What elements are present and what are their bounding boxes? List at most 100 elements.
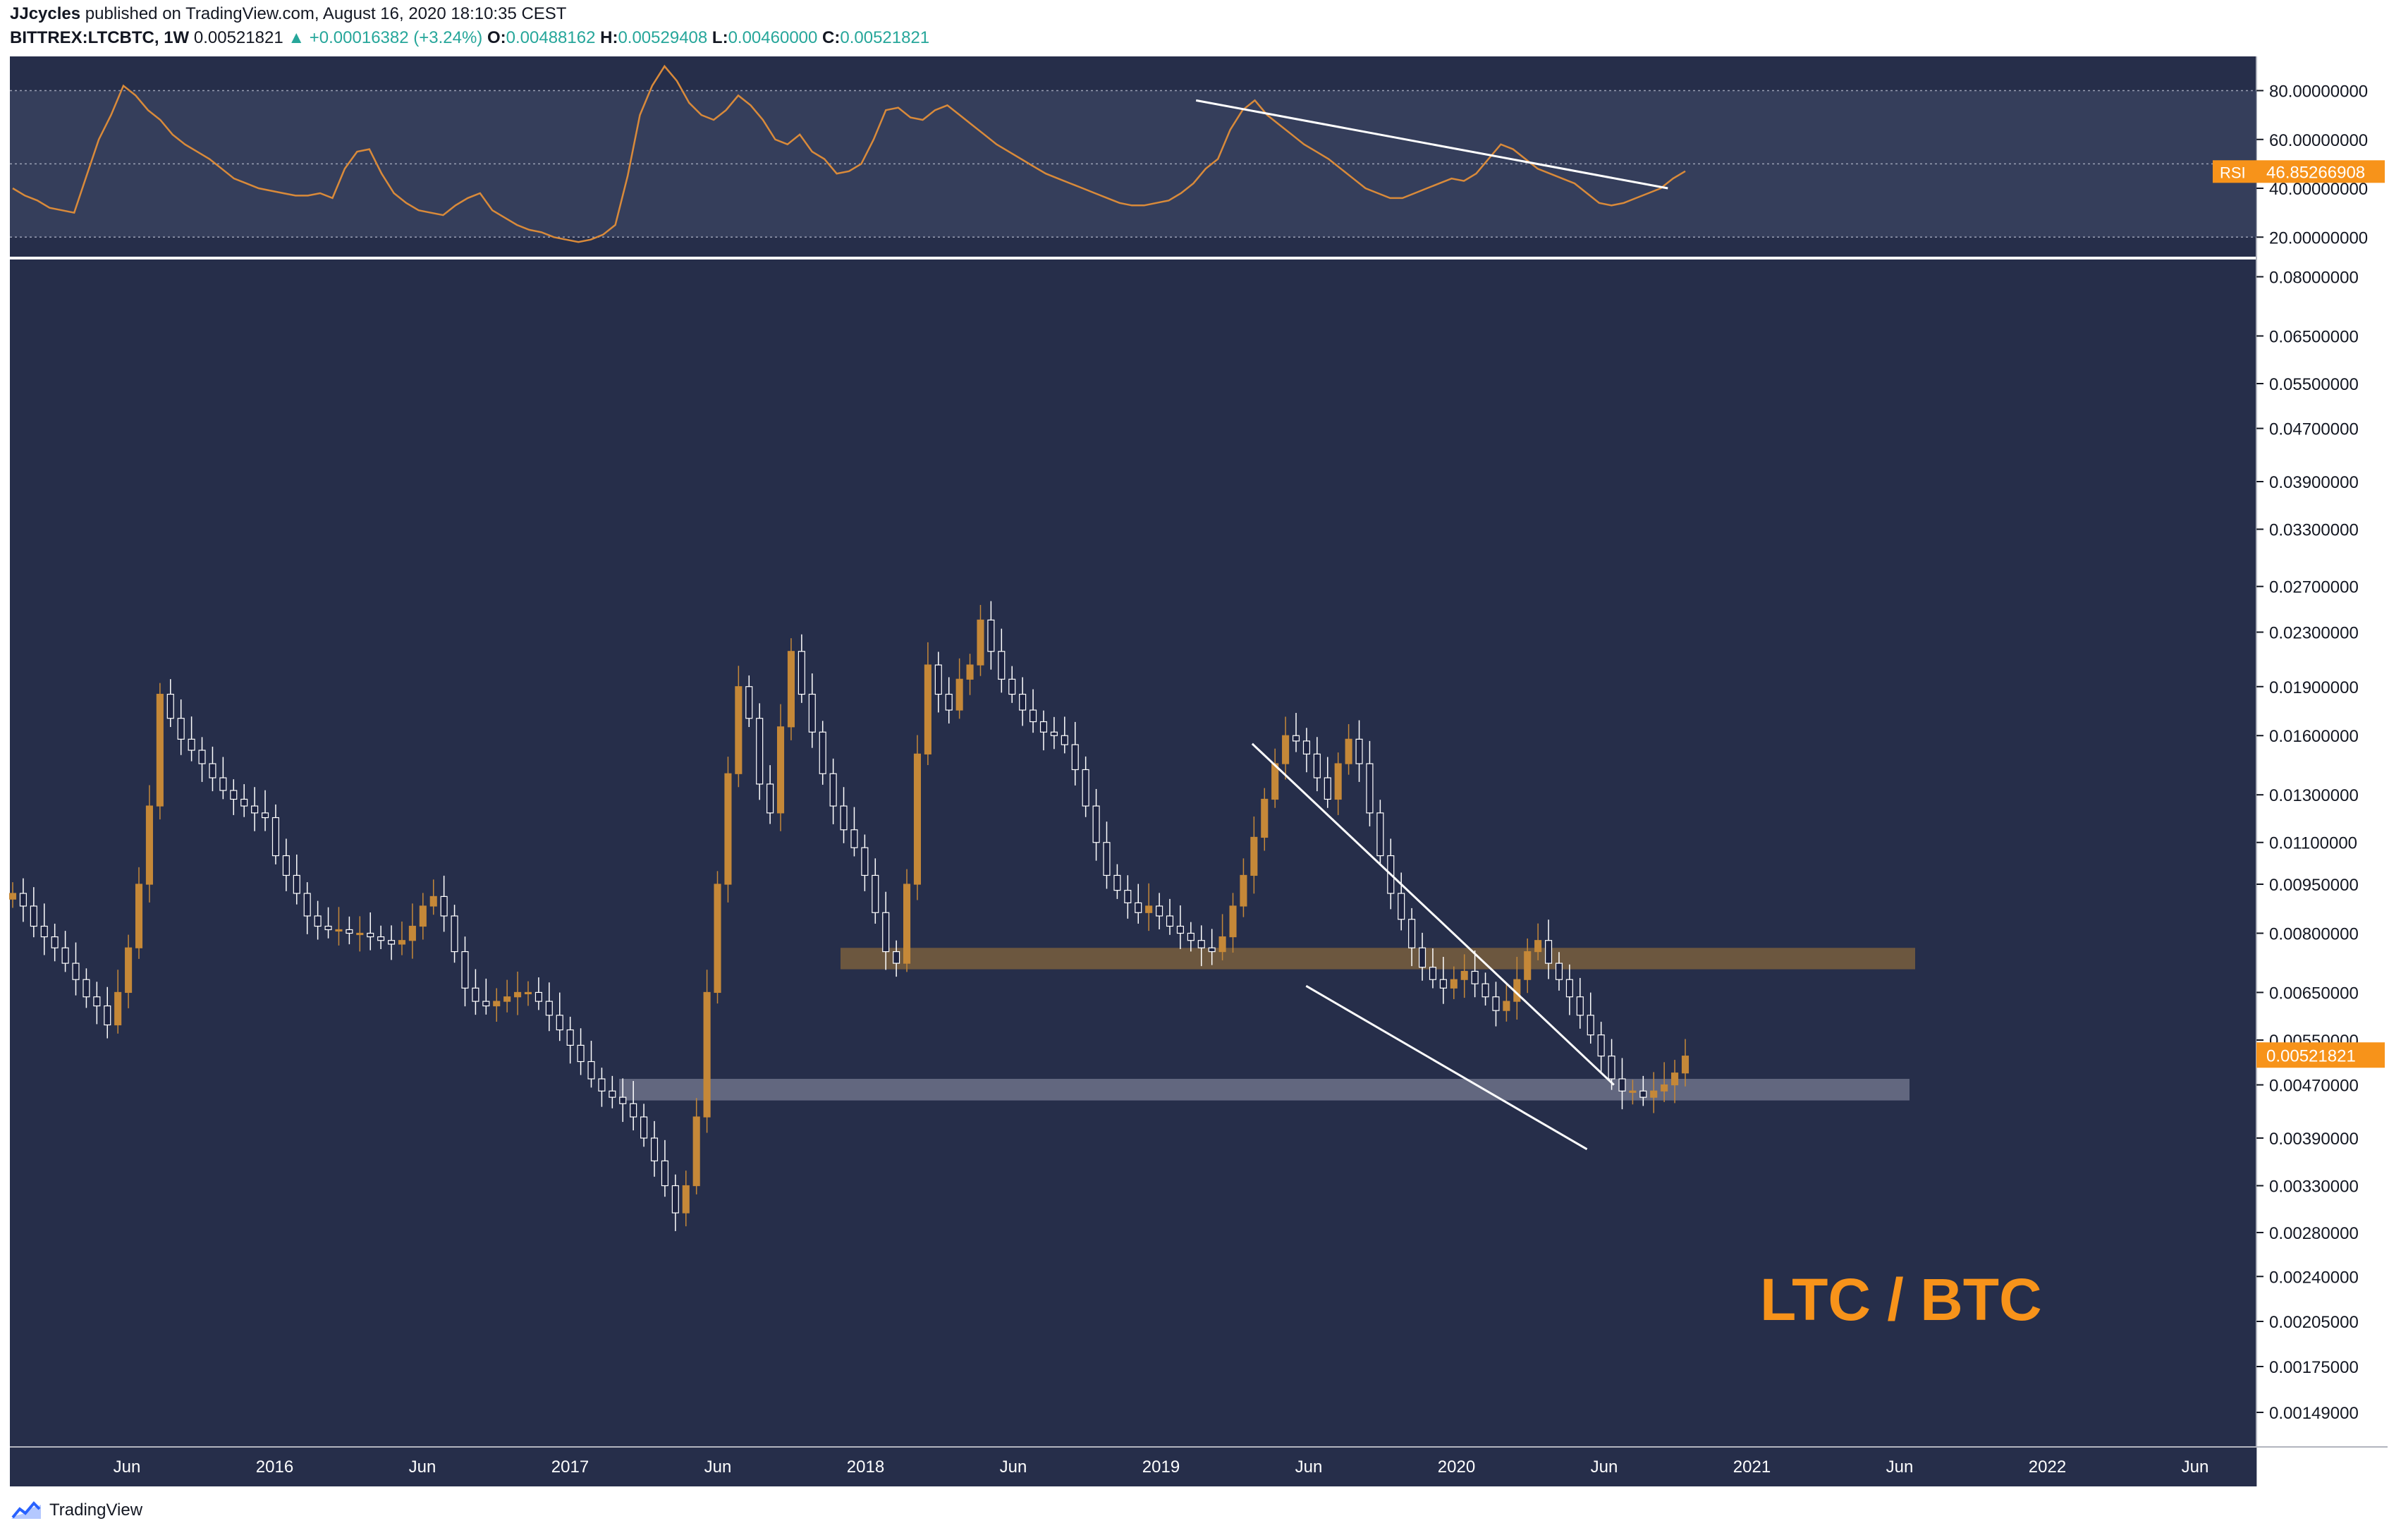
candle-down	[166, 693, 174, 719]
candle-down	[556, 1015, 563, 1031]
candle-down	[1050, 731, 1058, 736]
candle-down	[934, 664, 942, 695]
candle-down	[545, 1001, 553, 1016]
candle-up	[335, 929, 343, 932]
candle-up	[398, 940, 406, 945]
candle-down	[998, 651, 1006, 680]
candle-up	[714, 884, 721, 994]
candle-down	[1471, 970, 1479, 984]
symbol-name[interactable]: BITTREX:LTCBTC, 1W	[10, 28, 190, 47]
candle-down	[314, 915, 322, 927]
candle-down	[1061, 735, 1068, 745]
candle-up	[503, 996, 511, 1002]
footer: TradingView	[10, 1501, 142, 1520]
candle-up	[966, 664, 974, 680]
candle-down	[1166, 915, 1174, 927]
candle-down	[51, 936, 59, 948]
candle-up	[924, 664, 931, 754]
candle-up	[419, 905, 427, 927]
candle-down	[850, 829, 858, 848]
price-tick-label: 0.00149000	[2269, 1404, 2359, 1423]
candle-down	[219, 777, 227, 791]
publish-info: JJcycles published on TradingView.com, A…	[10, 4, 566, 24]
candle-down	[461, 951, 469, 989]
time-axis-label: Jun	[1000, 1458, 1027, 1477]
candle-down	[93, 996, 101, 1007]
candle-down	[271, 817, 280, 857]
candle-up	[1460, 970, 1468, 980]
candle-down	[346, 929, 353, 934]
high-label: H:	[600, 28, 618, 47]
price-tick-label: 0.00650000	[2269, 984, 2359, 1003]
chart-watermark: LTC / BTC	[1760, 1266, 2042, 1333]
candle-down	[1481, 983, 1489, 998]
candle-up	[692, 1116, 700, 1187]
price-tick-label: 0.00280000	[2269, 1224, 2359, 1243]
time-axis-label: Jun	[114, 1458, 141, 1477]
candle-down	[640, 1116, 648, 1139]
time-axis-label: Jun	[704, 1458, 732, 1477]
candle-down	[671, 1185, 679, 1214]
rsi-badge-value: 46.85266908	[2266, 163, 2365, 182]
time-axis-label: Jun	[1295, 1458, 1323, 1477]
candle-down	[1082, 769, 1089, 807]
candle-down	[482, 1001, 490, 1007]
candle-down	[177, 718, 185, 740]
price-tick-label: 0.02700000	[2269, 578, 2359, 597]
price-tick-label: 0.00205000	[2269, 1313, 2359, 1332]
candle-up	[1145, 905, 1153, 913]
candle-down	[619, 1096, 627, 1104]
time-axis-label: Jun	[2182, 1458, 2209, 1477]
candle-up	[8, 893, 17, 900]
candle-down	[987, 619, 995, 652]
price-tick-label: 0.06500000	[2269, 327, 2359, 346]
candle-up	[125, 947, 133, 994]
candle-down	[1366, 763, 1374, 814]
candle-down	[1092, 805, 1100, 843]
candle-down	[1103, 842, 1111, 876]
candle-down	[198, 750, 206, 764]
price-tick-label: 0.01100000	[2269, 834, 2357, 853]
candle-down	[188, 738, 195, 751]
rsi-badge-label-bg	[2213, 160, 2256, 183]
candle-down	[40, 925, 48, 938]
candle-up	[114, 991, 122, 1026]
price-change: ▲ +0.00016382 (+3.24%)	[288, 28, 483, 47]
candle-down	[819, 731, 826, 774]
close-value: 0.00521821	[840, 28, 930, 47]
candle-down	[1124, 890, 1132, 903]
candle-up	[514, 991, 522, 998]
rsi-trendline	[1195, 99, 1668, 190]
high-value: 0.00529408	[618, 28, 708, 47]
time-axis-label: 2019	[1142, 1458, 1180, 1477]
candle-down	[1418, 947, 1426, 968]
candle-up	[1681, 1056, 1690, 1074]
price-tick-label: 0.00800000	[2269, 924, 2359, 943]
candle-down	[472, 987, 479, 1002]
candle-down	[745, 686, 753, 719]
candle-up	[682, 1185, 690, 1214]
candle-down	[1597, 1034, 1605, 1057]
price-tick-label: 0.00330000	[2269, 1178, 2359, 1197]
candle-up	[1503, 1001, 1510, 1011]
candle-down	[1292, 735, 1300, 742]
candle-down	[1176, 925, 1184, 934]
footer-brand[interactable]: TradingView	[49, 1501, 143, 1520]
candle-down	[293, 874, 300, 894]
candle-down	[1039, 721, 1048, 733]
candle-down	[661, 1160, 668, 1187]
candle-down	[808, 693, 816, 733]
candle-up	[724, 773, 732, 885]
candle-up	[1671, 1072, 1679, 1086]
candle-down	[1565, 979, 1573, 998]
time-axis-label: 2020	[1438, 1458, 1475, 1477]
candle-down	[1439, 979, 1447, 989]
price-tick-label: 0.00240000	[2269, 1268, 2359, 1287]
time-axis-label: 2016	[256, 1458, 293, 1477]
rsi-tick-label: 20.00000000	[2269, 228, 2368, 248]
candle-down	[598, 1078, 606, 1092]
author-name[interactable]: JJcycles	[10, 4, 81, 23]
candle-down	[577, 1044, 585, 1063]
candle-down	[1313, 753, 1321, 778]
